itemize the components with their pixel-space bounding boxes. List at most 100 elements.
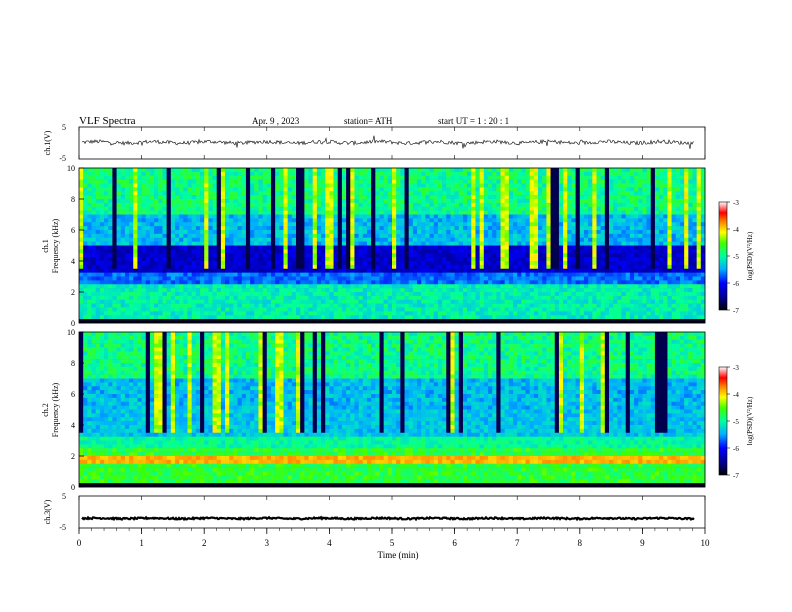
spectrogram-cell bbox=[659, 288, 664, 293]
spectrogram-cell bbox=[546, 230, 551, 235]
spectrogram-cell bbox=[200, 253, 205, 258]
spectrogram-cell bbox=[283, 237, 288, 242]
spectrogram-cell bbox=[667, 226, 672, 231]
spectrogram-cell bbox=[583, 202, 589, 208]
spectrogram-cell bbox=[558, 241, 564, 246]
spectrogram-cell bbox=[170, 168, 176, 173]
spectrogram-cell bbox=[183, 264, 188, 270]
spectrogram-cell bbox=[166, 195, 172, 200]
spectrogram-cell bbox=[316, 261, 322, 266]
spectrogram-cell bbox=[408, 222, 414, 227]
spectrogram-cell bbox=[583, 288, 589, 293]
spectrogram-cell bbox=[475, 191, 480, 196]
spectrogram-cell bbox=[412, 171, 418, 177]
spectrogram-cell bbox=[492, 249, 497, 254]
spectrogram-cell bbox=[204, 241, 209, 246]
spectrogram-cell bbox=[104, 168, 109, 173]
spectrogram-cell bbox=[366, 210, 372, 215]
spectrogram-cell bbox=[329, 187, 334, 192]
spectrogram-cell bbox=[663, 264, 668, 270]
spectrogram-cell bbox=[329, 210, 334, 215]
spectrogram-cell bbox=[166, 206, 172, 211]
spectrogram-cell bbox=[112, 168, 117, 173]
spectrogram-cell bbox=[392, 179, 397, 184]
spectrogram-cell bbox=[308, 245, 313, 250]
spectrogram-cell bbox=[538, 214, 543, 219]
spectrogram-cell bbox=[237, 241, 243, 246]
spectrogram-cell bbox=[112, 187, 117, 192]
spectrogram-cell bbox=[613, 237, 618, 242]
spectrogram-cell bbox=[191, 245, 197, 250]
spectrogram-cell bbox=[650, 268, 656, 273]
spectrogram-cell bbox=[446, 226, 451, 231]
spectrogram-cell bbox=[308, 257, 313, 262]
spectrogram-cell bbox=[266, 288, 272, 293]
spectrogram-cell bbox=[300, 218, 305, 223]
spectrogram-cell bbox=[604, 230, 610, 235]
spectrogram-cell bbox=[508, 191, 514, 196]
spectrogram-cell bbox=[337, 276, 343, 281]
spectrogram-cell bbox=[429, 187, 435, 192]
spectrogram-cell bbox=[108, 187, 113, 192]
spectrogram-cell bbox=[604, 195, 610, 200]
spectrogram-cell bbox=[596, 241, 601, 246]
spectrogram-cell bbox=[700, 233, 706, 239]
spectrogram-cell bbox=[133, 276, 138, 281]
spectrogram-cell bbox=[383, 249, 389, 254]
spectrogram-cell bbox=[183, 245, 188, 250]
spectrogram-cell bbox=[204, 199, 209, 204]
spectrogram-cell bbox=[617, 226, 622, 231]
spectrogram-cell bbox=[454, 261, 460, 266]
spectrogram-cell bbox=[149, 175, 155, 180]
spectrogram-cell bbox=[504, 241, 510, 246]
spectrogram-cell bbox=[650, 206, 656, 211]
spectrogram-cell bbox=[304, 257, 309, 262]
spectrogram-cell bbox=[166, 257, 172, 262]
spectrogram-cell bbox=[542, 245, 547, 250]
spectrogram-cell bbox=[583, 179, 589, 184]
spectrogram-cell bbox=[454, 214, 460, 219]
spectrogram-cell bbox=[312, 280, 318, 285]
spectrogram-cell bbox=[241, 210, 247, 215]
spectrogram-cell bbox=[204, 202, 209, 208]
spectrogram-cell bbox=[162, 175, 167, 180]
spectrogram-cell bbox=[563, 284, 568, 289]
spectrogram-cell bbox=[684, 214, 689, 219]
spectrogram-cell bbox=[521, 202, 526, 208]
spectrogram-cell bbox=[625, 168, 631, 173]
spectrogram-cell bbox=[596, 175, 601, 180]
spectrogram-cell bbox=[187, 199, 192, 204]
spectrogram-cell bbox=[621, 237, 626, 242]
spectrogram-cell bbox=[429, 257, 435, 262]
spectrogram-cell bbox=[634, 272, 639, 277]
spectrogram-cell bbox=[442, 245, 447, 250]
spectrogram-cell bbox=[634, 230, 639, 235]
spectrogram-cell bbox=[166, 202, 172, 208]
spectrogram-cell bbox=[588, 218, 593, 223]
spectrogram-cell bbox=[567, 171, 572, 177]
spectrogram-cell bbox=[613, 253, 618, 258]
spectrogram-cell bbox=[458, 179, 464, 184]
spectrogram-cell bbox=[141, 199, 147, 204]
spectrogram-cell bbox=[379, 168, 384, 173]
spectrogram-cell bbox=[191, 171, 197, 177]
spectrogram-cell bbox=[696, 272, 702, 277]
spectrogram-cell bbox=[554, 179, 560, 184]
spectrogram-cell bbox=[450, 191, 455, 196]
spectrogram-cell bbox=[212, 222, 218, 227]
spectrogram-cell bbox=[120, 264, 126, 270]
spectrogram-cell bbox=[174, 210, 180, 215]
spectrogram-cell bbox=[408, 168, 414, 173]
spectrogram-cell bbox=[667, 292, 672, 297]
spectrogram-cell bbox=[79, 168, 84, 173]
spectrogram-cell bbox=[696, 261, 702, 266]
spectrogram-cell bbox=[521, 280, 526, 285]
spectrogram-cell bbox=[429, 168, 435, 173]
spectrogram-cell bbox=[638, 288, 643, 293]
spectrogram-cell bbox=[671, 226, 677, 231]
spectrogram-cell bbox=[404, 241, 409, 246]
spectrogram-cell bbox=[433, 171, 439, 177]
spectrogram-cell bbox=[450, 175, 455, 180]
spectrogram-cell bbox=[654, 276, 660, 281]
spectrogram-cell bbox=[700, 179, 706, 184]
